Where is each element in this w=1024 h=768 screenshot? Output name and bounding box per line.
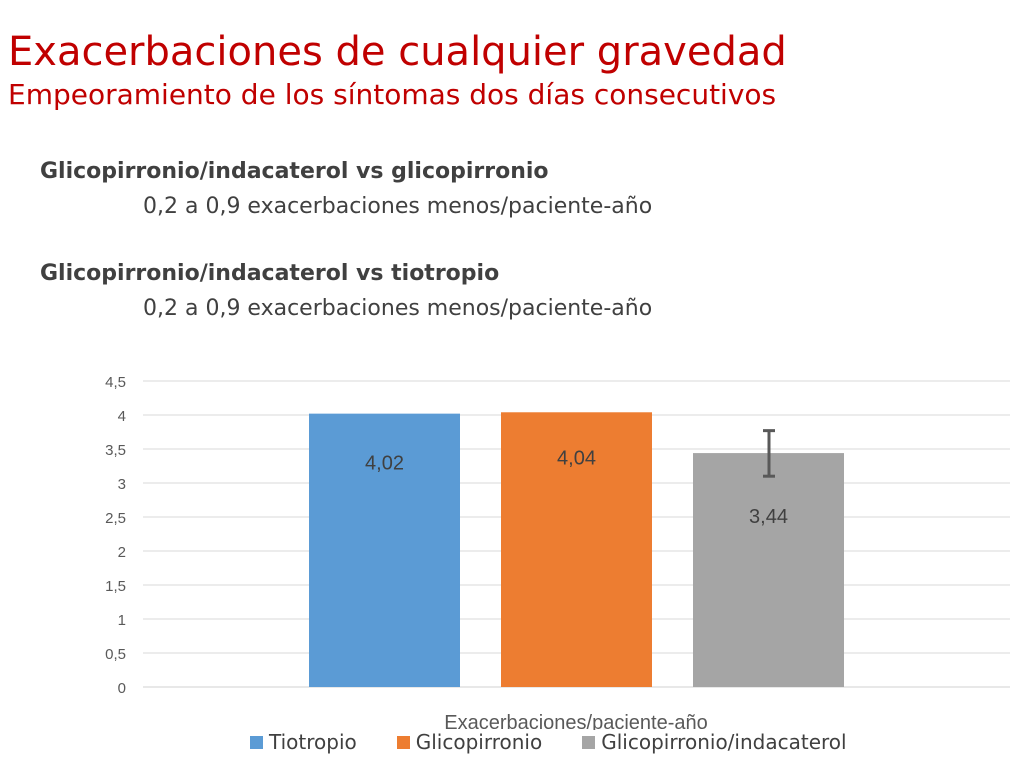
- data-label: 3,44: [749, 506, 788, 528]
- slide-title: Exacerbaciones de cualquier gravedad: [8, 29, 787, 75]
- comparison-heading: Glicopirronio/indacaterol vs glicopirron…: [40, 159, 549, 184]
- comparison-block-glicopirronio: Glicopirronio/indacaterol vs glicopirron…: [40, 158, 652, 221]
- legend-item: Glicopirronio: [396, 730, 543, 754]
- slide-subtitle: Empeoramiento de los síntomas dos días c…: [8, 78, 777, 111]
- comparison-block-tiotropio: Glicopirronio/indacaterol vs tiotropio 0…: [40, 260, 652, 323]
- legend-swatch: [396, 735, 410, 749]
- comparison-heading: Glicopirronio/indacaterol vs tiotropio: [40, 261, 500, 286]
- legend-label: Glicopirronio: [415, 730, 543, 754]
- y-tick-label: 1: [118, 612, 126, 629]
- comparison-detail: 0,2 a 0,9 exacerbaciones menos/paciente-…: [143, 193, 653, 219]
- legend-label: Tiotropio: [269, 730, 357, 754]
- legend-swatch: [582, 735, 596, 749]
- bar-glicopirronio-indacaterol: [693, 453, 844, 687]
- data-label: 4,02: [365, 453, 404, 475]
- chart-legend: Tiotropio Glicopirronio Glicopirronio/inda…: [250, 730, 847, 754]
- y-tick-label: 3,5: [105, 442, 126, 459]
- y-tick-label: 2,5: [105, 510, 126, 527]
- legend-label: Glicopirronio/indacaterol: [601, 730, 847, 754]
- legend-item: Glicopirronio/indacaterol: [582, 730, 847, 754]
- y-tick-label: 2: [118, 544, 126, 561]
- y-tick-label: 0,5: [105, 646, 126, 663]
- y-tick-label: 0: [118, 680, 126, 697]
- y-tick-label: 1,5: [105, 578, 126, 595]
- comparison-detail: 0,2 a 0,9 exacerbaciones menos/paciente-…: [143, 295, 653, 321]
- bar-tiotropio: [309, 413, 460, 687]
- y-tick-label: 3: [118, 476, 126, 493]
- bar-chart: 0 0,5 1 1,5 2 2,5 3 3,5 4 4,5 4,02 4,04 3,44 Exacerba…: [105, 374, 1010, 730]
- bar-glicopirronio: [501, 412, 652, 687]
- data-label: 4,04: [557, 447, 596, 469]
- legend-item: Tiotropio: [250, 730, 357, 754]
- y-tick-label: 4: [118, 408, 126, 425]
- y-tick-label: 4,5: [105, 374, 126, 391]
- legend-swatch: [250, 735, 263, 749]
- x-axis-label: Exacerbaciones/paciente-año: [444, 712, 708, 730]
